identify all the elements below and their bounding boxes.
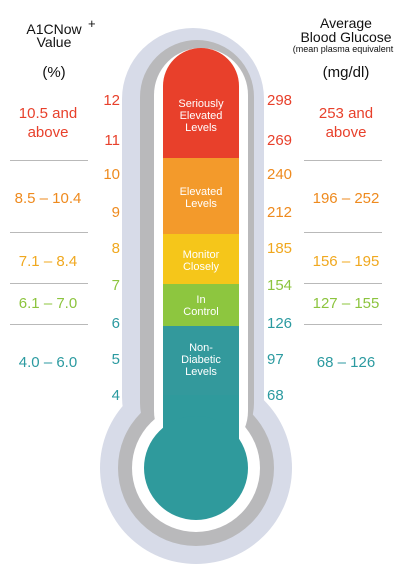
glucose-range-nondiabetic: 68 – 126 [316, 354, 376, 371]
glucose-tick-label: 97 [267, 351, 284, 368]
a1c-tick-label: 9 [111, 204, 120, 221]
a1c-range-monitor: 7.1 – 8.4 [18, 253, 78, 270]
a1c-tick-label: 11 [104, 132, 120, 149]
glucose-tick-label: 126 [267, 315, 293, 332]
separator [304, 283, 382, 284]
separator [10, 232, 88, 233]
zone-label-nondiabetic: Non- Diabetic Levels [181, 342, 221, 378]
a1c-range-nondiabetic: 4.0 – 6.0 [18, 354, 78, 371]
zone-label-seriously: Seriously Elevated Levels [178, 98, 224, 134]
glucose-tick-label: 68 [267, 387, 284, 404]
separator [10, 283, 88, 284]
glucose-tick-label: 212 [267, 204, 293, 221]
a1c-range-seriously: 10.5 and above [18, 105, 78, 141]
a1c-tick-label: 8 [111, 240, 120, 257]
glucose-header-line3: (mean plasma equivalent [292, 44, 394, 54]
glucose-tick-label: 185 [267, 240, 293, 257]
a1c-range-control: 6.1 – 7.0 [18, 295, 78, 312]
glucose-range-seriously: 253 and above [318, 105, 374, 141]
a1c-range-elevated: 8.5 – 10.4 [14, 190, 82, 207]
glucose-range-monitor: 156 – 195 [312, 253, 380, 270]
a1c-tick-label: 4 [111, 387, 120, 404]
bulb [144, 416, 248, 520]
a1c-unit: (%) [42, 64, 66, 81]
glucose-header-line2: Blood Glucose [300, 29, 392, 45]
separator [10, 160, 88, 161]
a1c-tick-label: 12 [103, 92, 120, 109]
a1c-header-line1: A1CNow [26, 21, 82, 37]
separator [10, 324, 88, 325]
zone-monitor [163, 234, 239, 284]
zone-nondiabetic [163, 326, 239, 396]
glucose-range-elevated: 196 – 252 [312, 190, 380, 207]
glucose-header-line1: Average [320, 15, 372, 31]
a1c-header-line2: Value [36, 34, 72, 50]
glucose-range-control: 127 – 155 [312, 295, 380, 312]
glucose-tick-label: 269 [267, 132, 293, 149]
zone-elevated [163, 158, 239, 234]
a1c-tick-label: 5 [111, 351, 120, 368]
a1c-tick-label: 7 [111, 277, 120, 294]
glucose-tick-label: 298 [267, 92, 293, 109]
zone-label-control: In Control [183, 294, 219, 318]
a1c-tick-label: 10 [103, 166, 120, 183]
zone-label-monitor: Monitor Closely [182, 249, 220, 273]
separator [304, 160, 382, 161]
glucose-unit: (mg/dl) [322, 64, 370, 81]
a1c-header-plus: + [88, 16, 96, 31]
zone-seriously [163, 48, 239, 158]
glucose-tick-label: 240 [267, 166, 293, 183]
zone-control [163, 284, 239, 326]
glucose-tick-label: 154 [267, 277, 293, 294]
separator [304, 324, 382, 325]
separator [304, 232, 382, 233]
a1c-tick-label: 6 [111, 315, 120, 332]
zone-label-elevated: Elevated Levels [179, 186, 223, 210]
